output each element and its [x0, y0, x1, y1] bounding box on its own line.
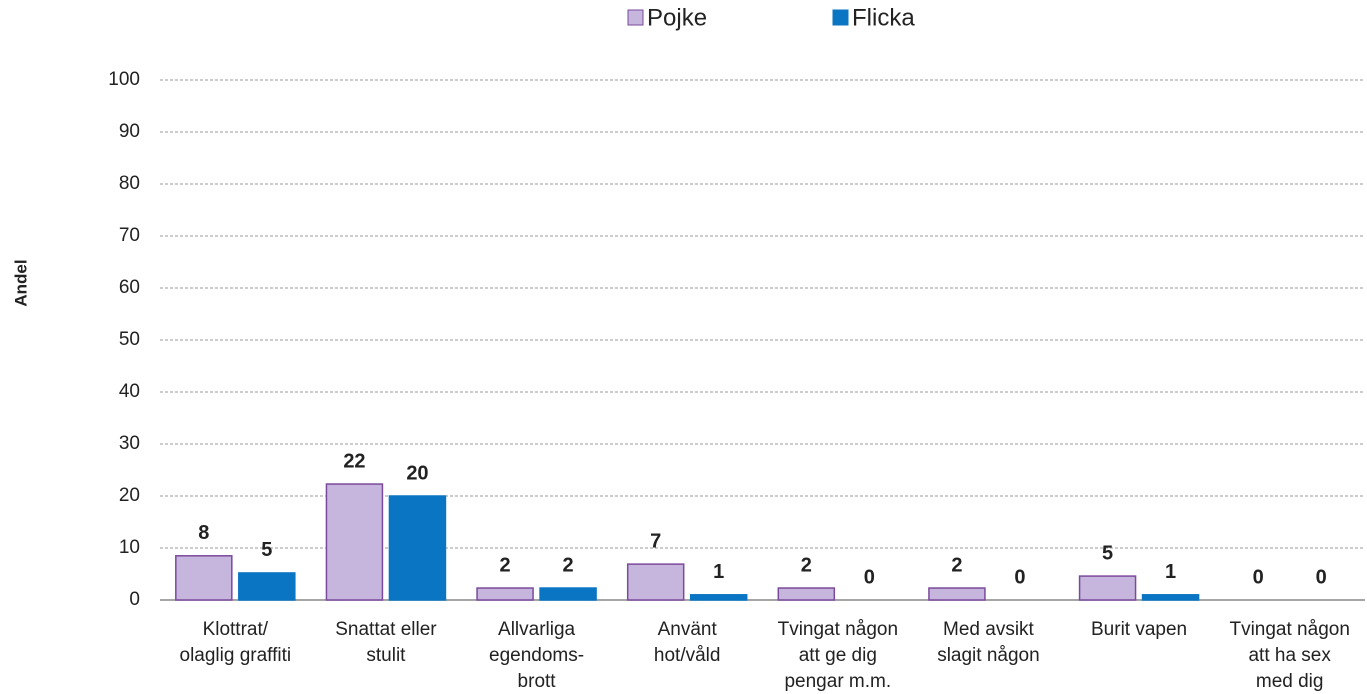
bar	[777, 587, 836, 601]
x-tick-line: Burit vapen	[1091, 619, 1187, 640]
y-tick-label: 70	[119, 225, 140, 246]
bar	[626, 563, 685, 601]
x-tick-line: brott	[518, 671, 557, 692]
y-axis-title: Andel	[11, 259, 30, 306]
value-label: 0	[1253, 566, 1264, 588]
value-label: 2	[951, 554, 962, 576]
x-tick-line: Använt	[658, 619, 718, 640]
value-label: 1	[1165, 561, 1176, 583]
y-tick-label: 100	[108, 69, 140, 90]
x-tick-line: stulit	[366, 645, 406, 666]
y-tick-label: 30	[119, 433, 140, 454]
bar	[175, 555, 233, 601]
y-tick-label: 60	[119, 277, 140, 298]
value-label: 22	[343, 450, 365, 472]
legend-label: Pojke	[647, 4, 707, 31]
value-label: 0	[1316, 566, 1327, 588]
y-tick-label: 90	[119, 121, 140, 142]
y-tick-label: 40	[119, 381, 140, 402]
x-tick-label: Snattat eller stulit	[335, 619, 437, 666]
value-label: 2	[500, 554, 511, 576]
bar	[476, 587, 534, 601]
bar	[928, 587, 986, 601]
y-tick-label: 80	[119, 173, 140, 194]
x-tick-label: Tvingat någon att ge dig pengar m.m.	[778, 619, 898, 692]
bar	[388, 495, 447, 601]
x-tick-line: Tvingat någon	[778, 619, 898, 640]
value-label: 7	[650, 530, 661, 552]
value-label: 20	[406, 462, 428, 484]
legend-swatch	[627, 9, 644, 26]
legend-swatch	[832, 9, 849, 26]
x-tick-label: Tvingat någon att ha sex med dig	[1229, 619, 1349, 692]
value-label: 5	[261, 539, 272, 561]
x-tick-line: med dig	[1256, 671, 1324, 692]
x-tick-line: Allvarliga	[498, 619, 576, 640]
x-tick-label: Burit vapen	[1091, 619, 1187, 640]
x-tick-line: olaglig graffiti	[180, 645, 292, 666]
x-tick-label: Med avsikt slagit någon	[937, 619, 1039, 666]
value-label: 0	[864, 566, 875, 588]
x-tick-label: Klottrat/olaglig graffiti	[180, 619, 292, 666]
y-tick-label: 20	[119, 485, 140, 506]
bar	[325, 483, 384, 601]
x-tick-line: Med avsikt	[943, 619, 1035, 640]
bar	[689, 594, 748, 601]
bar	[539, 587, 597, 601]
x-tick-line: slagit någon	[937, 645, 1039, 666]
value-label: 1	[713, 561, 724, 583]
x-tick-line: Snattat eller	[335, 619, 437, 640]
x-tick-line: att ha sex	[1248, 645, 1331, 666]
x-tick-line: Klottrat/	[203, 619, 269, 640]
value-label: 5	[1102, 542, 1113, 564]
bar	[1141, 594, 1200, 601]
x-tick-label: Allvarliga egendoms-brott	[489, 619, 584, 692]
x-tick-line: pengar m.m.	[784, 671, 891, 692]
value-label: 2	[801, 554, 812, 576]
x-tick-line: Tvingat någon	[1229, 619, 1349, 640]
value-label: 0	[1014, 566, 1025, 588]
x-tick-line: att ge dig	[799, 645, 877, 666]
bar	[238, 572, 296, 601]
legend-label: Flicka	[852, 4, 915, 31]
x-tick-line: egendoms-	[489, 645, 584, 666]
bar	[1078, 575, 1137, 601]
value-label: 8	[198, 522, 209, 544]
x-tick-label: Använt hot/våld	[654, 619, 721, 666]
y-tick-label: 0	[129, 589, 140, 610]
value-label: 2	[563, 554, 574, 576]
y-tick-label: 10	[119, 537, 140, 558]
y-tick-label: 50	[119, 329, 140, 350]
x-tick-line: hot/våld	[654, 645, 721, 666]
